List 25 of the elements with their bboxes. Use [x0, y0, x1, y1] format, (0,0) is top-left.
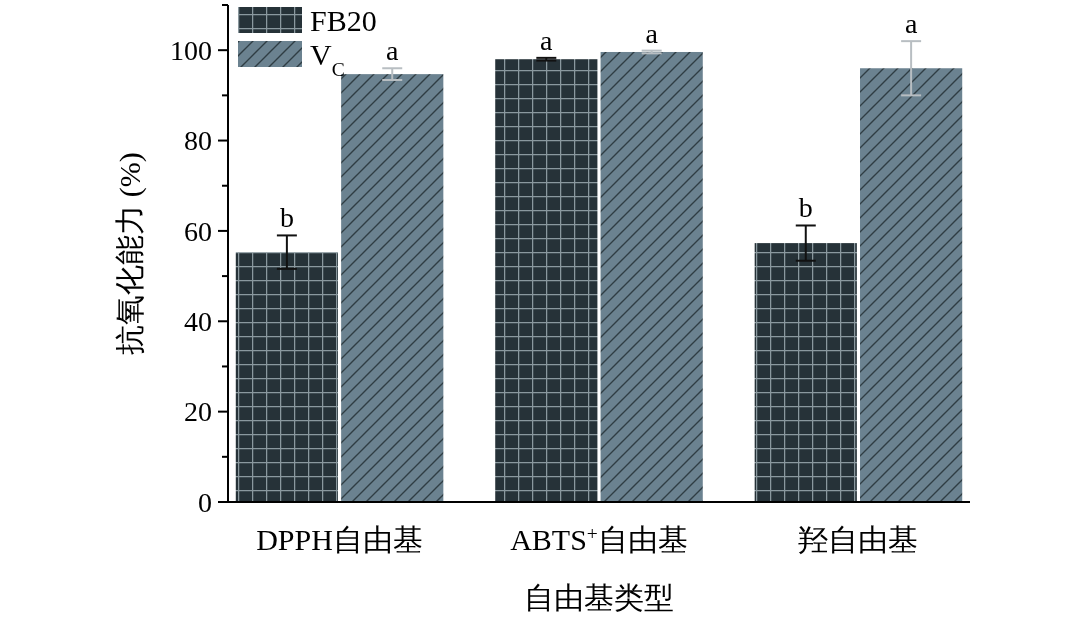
legend-label: FB20	[310, 4, 377, 37]
y-tick-label: 40	[184, 306, 212, 338]
data-label: a	[540, 24, 554, 56]
bar	[341, 74, 444, 502]
y-tick-label: 100	[170, 34, 212, 66]
y-tick-label: 60	[184, 215, 212, 247]
data-label: a	[904, 8, 918, 40]
y-axis-title: 抗氧化能力 (%)	[113, 152, 147, 355]
x-axis-title: 自由基类型	[524, 581, 674, 614]
x-tick-label: DPPH自由基	[256, 523, 423, 556]
x-tick-label: ABTS$^{+}$自由基	[510, 522, 688, 556]
y-tick-label: 80	[184, 125, 212, 157]
bar	[495, 59, 598, 502]
data-label: b	[798, 192, 813, 224]
legend-label: V$_{C}$	[310, 38, 345, 80]
bar	[860, 68, 963, 502]
bar	[235, 252, 338, 502]
data-label: a	[386, 35, 400, 67]
data-label: a	[645, 17, 659, 49]
bar	[600, 51, 703, 502]
y-tick-label: 0	[198, 486, 212, 518]
data-label: b	[279, 202, 294, 234]
bar	[754, 243, 857, 502]
y-tick-label: 20	[184, 396, 212, 428]
x-tick-label: 羟自由基	[798, 523, 919, 556]
